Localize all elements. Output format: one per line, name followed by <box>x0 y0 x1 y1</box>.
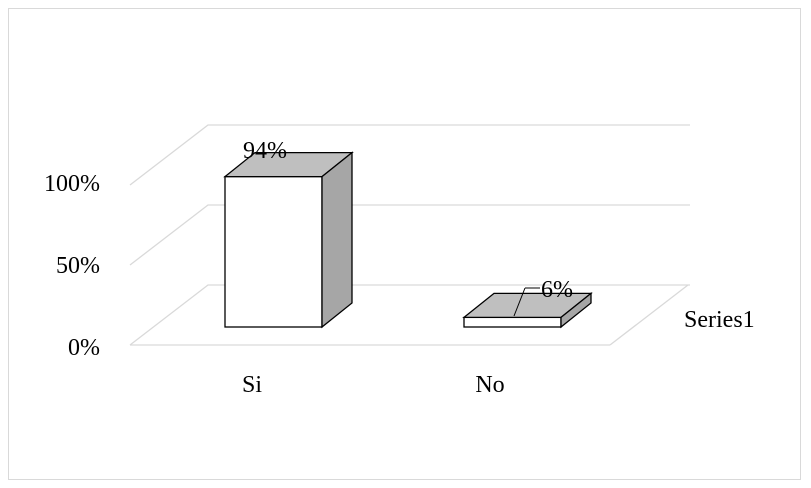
y-tick-50: 50% <box>56 253 100 279</box>
gridline-50 <box>129 204 690 266</box>
legend-series1: Series1 <box>684 307 755 333</box>
gridline-100 <box>129 124 690 186</box>
y-tick-0: 0% <box>68 335 100 361</box>
data-label-si: 94% <box>243 138 287 164</box>
x-tick-no: No <box>475 372 504 398</box>
data-label-leader-no <box>513 287 526 317</box>
chart-frame <box>8 8 801 480</box>
x-tick-si: Si <box>242 372 262 398</box>
bar-si <box>223 151 354 329</box>
bars <box>223 151 593 329</box>
gridlines <box>129 124 690 346</box>
bar-no <box>462 292 593 329</box>
floor-right-edge <box>609 284 689 346</box>
data-label-no: 6% <box>541 277 573 303</box>
gridline-0 <box>129 284 690 346</box>
y-tick-100: 100% <box>44 171 100 197</box>
